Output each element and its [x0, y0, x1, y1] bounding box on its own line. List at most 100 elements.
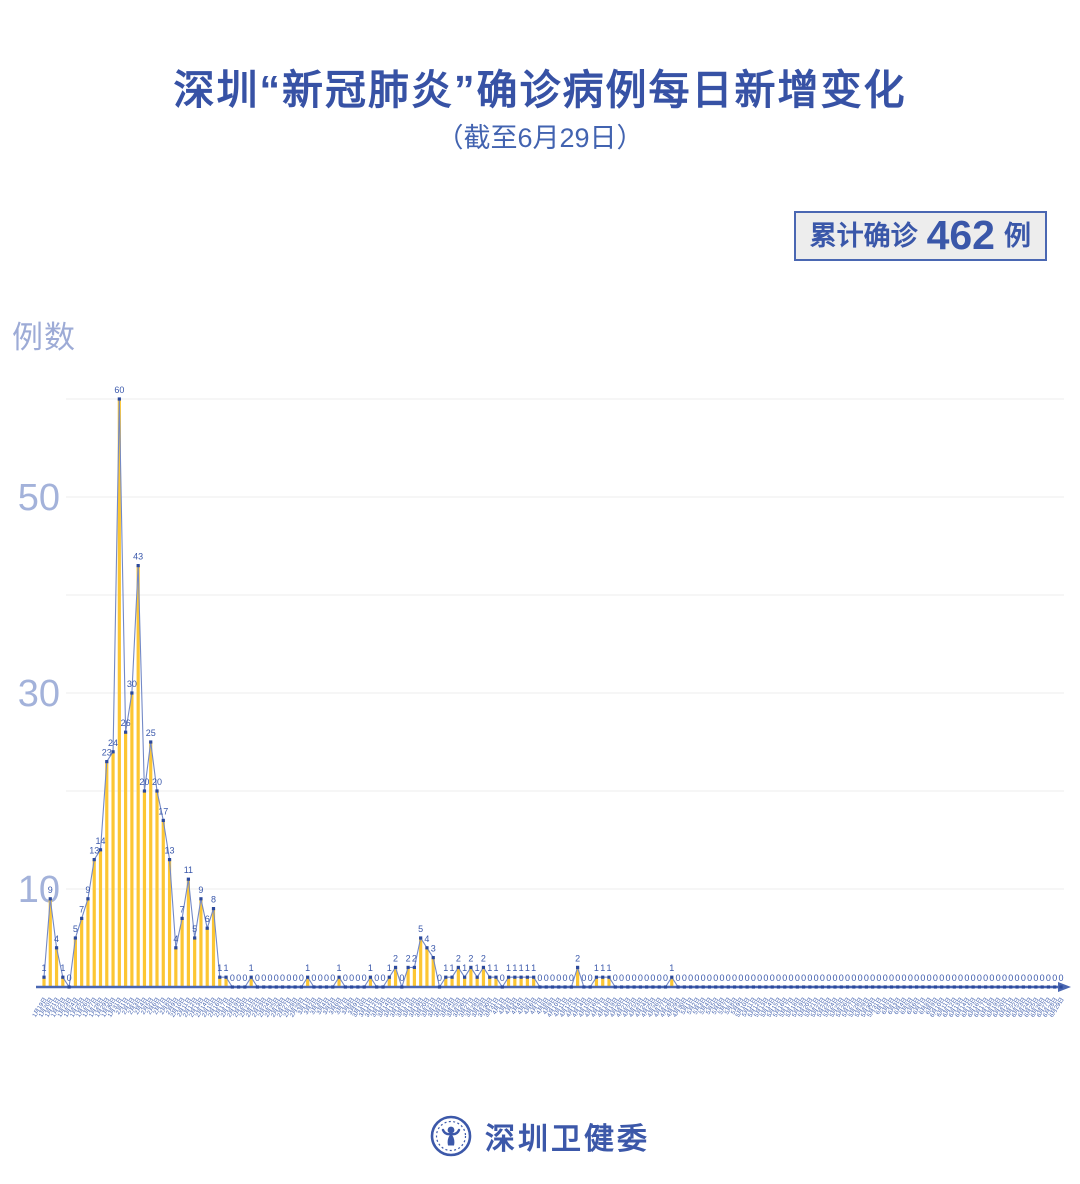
data-point — [218, 975, 222, 979]
value-label: 1 — [506, 963, 511, 973]
value-label: 0 — [242, 973, 247, 983]
data-point — [268, 985, 272, 989]
value-label: 3 — [431, 944, 436, 954]
value-label: 1 — [669, 963, 674, 973]
value-label: 20 — [152, 777, 162, 787]
data-point — [689, 985, 693, 989]
badge-unit-label: 例 — [1004, 221, 1031, 251]
data-point — [845, 985, 850, 989]
data-point — [1040, 985, 1044, 989]
data-point — [550, 985, 555, 989]
value-label: 0 — [230, 973, 235, 983]
data-point — [638, 985, 642, 989]
bar — [124, 732, 128, 987]
data-point — [927, 985, 931, 989]
value-label: 9 — [48, 885, 53, 895]
data-point — [883, 985, 887, 989]
bar — [205, 928, 209, 987]
data-point — [576, 965, 580, 969]
value-label: 0 — [732, 973, 737, 983]
data-point — [149, 740, 153, 744]
data-point — [406, 965, 410, 969]
bar — [111, 751, 115, 987]
data-point — [795, 985, 799, 989]
value-label: 1 — [217, 963, 222, 973]
value-label: 0 — [437, 973, 442, 983]
bar — [519, 977, 523, 987]
data-point — [111, 750, 115, 754]
data-point — [86, 897, 90, 901]
value-label: 0 — [757, 973, 762, 983]
value-label: 0 — [889, 973, 894, 983]
bar — [306, 977, 310, 987]
data-point — [513, 975, 517, 979]
bar — [475, 977, 479, 987]
data-point — [1034, 985, 1038, 989]
data-point — [337, 975, 341, 979]
data-point — [544, 985, 548, 989]
value-label: 0 — [682, 973, 687, 983]
value-label: 0 — [625, 973, 630, 983]
value-label: 0 — [996, 973, 1001, 983]
value-label: 0 — [814, 973, 819, 983]
data-point — [1009, 985, 1013, 989]
value-label: 0 — [820, 973, 825, 983]
value-label: 0 — [362, 973, 367, 983]
data-point — [808, 985, 812, 989]
data-point — [343, 985, 347, 989]
data-point — [814, 985, 818, 989]
bar — [670, 977, 674, 987]
value-label: 0 — [355, 973, 360, 983]
data-point — [419, 936, 423, 940]
value-label: 0 — [588, 973, 593, 983]
value-label: 0 — [688, 973, 693, 983]
data-point — [312, 985, 316, 989]
data-point — [714, 985, 718, 989]
data-point — [243, 985, 247, 989]
data-point — [230, 985, 234, 989]
data-point — [136, 564, 140, 568]
bar — [193, 938, 197, 987]
bar — [155, 791, 159, 987]
data-point — [180, 916, 184, 920]
value-label: 0 — [707, 973, 712, 983]
value-label: 0 — [544, 973, 549, 983]
data-point — [48, 897, 52, 901]
value-label: 0 — [789, 973, 794, 983]
value-label: 1 — [41, 963, 46, 973]
value-label: 2 — [481, 953, 486, 963]
value-label: 17 — [158, 806, 168, 816]
data-point — [695, 985, 699, 989]
data-point — [506, 975, 511, 979]
data-point — [306, 975, 310, 979]
data-point — [908, 985, 912, 989]
data-point — [299, 985, 303, 989]
value-label: 0 — [274, 973, 279, 983]
data-point — [582, 985, 586, 989]
data-point — [676, 985, 680, 989]
x-axis-arrow-icon — [1058, 982, 1071, 992]
value-label: 1 — [305, 963, 310, 973]
data-point — [161, 818, 165, 822]
data-point — [98, 848, 103, 852]
value-label: 24 — [108, 738, 118, 748]
value-label: 60 — [114, 385, 124, 395]
value-label: 1 — [475, 963, 480, 973]
value-label: 1 — [493, 963, 498, 973]
value-label: 0 — [1033, 973, 1038, 983]
value-label: 20 — [139, 777, 149, 787]
value-label: 0 — [657, 973, 662, 983]
value-label: 0 — [876, 973, 881, 983]
value-label: 6 — [205, 914, 210, 924]
value-label: 0 — [801, 973, 806, 983]
data-point — [463, 975, 467, 979]
data-point — [783, 985, 787, 989]
data-point — [205, 926, 209, 930]
value-label: 5 — [73, 924, 78, 934]
value-label: 0 — [832, 973, 837, 983]
value-label: 13 — [89, 846, 99, 856]
value-label: 1 — [531, 963, 536, 973]
value-label: 0 — [1002, 973, 1007, 983]
data-point — [607, 975, 611, 979]
value-label: 0 — [613, 973, 618, 983]
